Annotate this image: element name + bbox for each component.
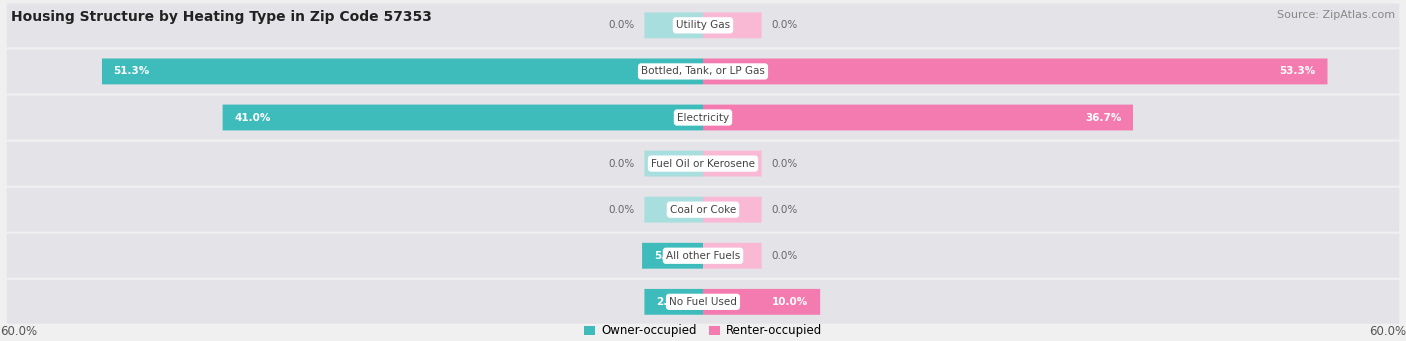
Text: 60.0%: 60.0% — [0, 325, 37, 338]
Text: Housing Structure by Heating Type in Zip Code 57353: Housing Structure by Heating Type in Zip… — [11, 10, 432, 24]
Text: All other Fuels: All other Fuels — [666, 251, 740, 261]
Text: 0.0%: 0.0% — [770, 20, 797, 30]
FancyBboxPatch shape — [703, 151, 762, 177]
Text: 10.0%: 10.0% — [772, 297, 808, 307]
FancyBboxPatch shape — [7, 280, 1399, 324]
Text: 53.3%: 53.3% — [1279, 66, 1316, 76]
Text: 36.7%: 36.7% — [1085, 113, 1122, 122]
FancyBboxPatch shape — [222, 105, 703, 130]
FancyBboxPatch shape — [703, 243, 762, 269]
Text: Electricity: Electricity — [676, 113, 730, 122]
Text: 0.0%: 0.0% — [770, 205, 797, 215]
Text: 5.2%: 5.2% — [654, 251, 683, 261]
FancyBboxPatch shape — [644, 151, 703, 177]
Text: 0.0%: 0.0% — [770, 251, 797, 261]
Text: No Fuel Used: No Fuel Used — [669, 297, 737, 307]
Legend: Owner-occupied, Renter-occupied: Owner-occupied, Renter-occupied — [579, 320, 827, 341]
FancyBboxPatch shape — [7, 142, 1399, 186]
Text: 0.0%: 0.0% — [770, 159, 797, 168]
Text: 60.0%: 60.0% — [1369, 325, 1406, 338]
Text: 51.3%: 51.3% — [114, 66, 150, 76]
Text: 0.0%: 0.0% — [609, 159, 636, 168]
FancyBboxPatch shape — [644, 12, 703, 38]
FancyBboxPatch shape — [7, 3, 1399, 47]
Text: Source: ZipAtlas.com: Source: ZipAtlas.com — [1277, 10, 1395, 20]
Text: 0.0%: 0.0% — [609, 205, 636, 215]
Text: 41.0%: 41.0% — [235, 113, 271, 122]
FancyBboxPatch shape — [644, 197, 703, 223]
FancyBboxPatch shape — [703, 12, 762, 38]
FancyBboxPatch shape — [703, 197, 762, 223]
FancyBboxPatch shape — [703, 289, 820, 315]
FancyBboxPatch shape — [7, 95, 1399, 139]
Text: Bottled, Tank, or LP Gas: Bottled, Tank, or LP Gas — [641, 66, 765, 76]
Text: 0.0%: 0.0% — [609, 20, 636, 30]
FancyBboxPatch shape — [103, 59, 703, 84]
Text: 2.6%: 2.6% — [657, 297, 685, 307]
FancyBboxPatch shape — [703, 59, 1327, 84]
FancyBboxPatch shape — [644, 289, 703, 315]
Text: Fuel Oil or Kerosene: Fuel Oil or Kerosene — [651, 159, 755, 168]
FancyBboxPatch shape — [643, 243, 703, 269]
FancyBboxPatch shape — [7, 234, 1399, 278]
Text: Coal or Coke: Coal or Coke — [669, 205, 737, 215]
Text: Utility Gas: Utility Gas — [676, 20, 730, 30]
FancyBboxPatch shape — [703, 105, 1133, 130]
FancyBboxPatch shape — [7, 188, 1399, 232]
FancyBboxPatch shape — [7, 49, 1399, 93]
